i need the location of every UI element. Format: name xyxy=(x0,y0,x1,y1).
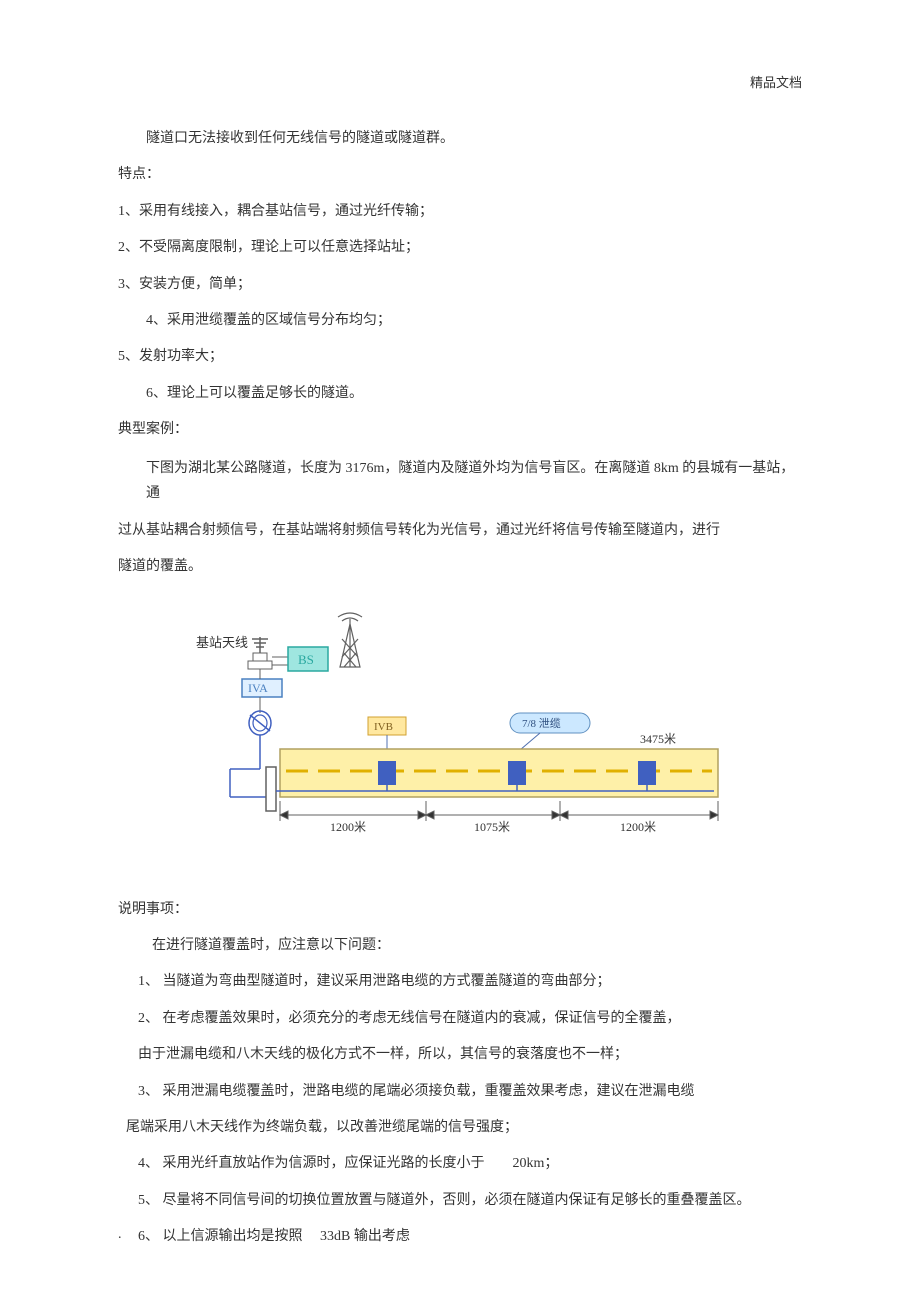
case-para: 过从基站耦合射频信号，在基站端将射频信号转化为光信号，通过光纤将信号传输至隧道内… xyxy=(118,520,802,542)
tunnel-length-label: 3475米 xyxy=(640,732,676,746)
ivb-label: IVB xyxy=(374,721,393,733)
notes-item: 由于泄漏电缆和八木天线的极化方式不一样，所以，其信号的衰落度也不一样； xyxy=(118,1044,802,1066)
cable-label: 7/8 泄缆 xyxy=(522,717,561,730)
features-item: 2、不受隔离度限制，理论上可以任意选择站址； xyxy=(118,237,802,259)
document-content: 隧道口无法接收到任何无线信号的隧道或隧道群。 特点： 1、采用有线接入，耦合基站… xyxy=(118,128,802,1263)
features-item: 3、安装方便，简单； xyxy=(118,274,802,296)
notes-heading: 说明事项： xyxy=(118,899,802,921)
notes-item: 4、 采用光纤直放站作为信源时，应保证光路的长度小于 20km； xyxy=(118,1153,802,1175)
case-para: 下图为湖北某公路隧道，长度为 3176m，隧道内及隧道外均为信号盲区。在离隧道 … xyxy=(118,456,802,506)
fiber-coil-icon xyxy=(249,711,271,735)
notes-item: 尾端采用八木天线作为终端负载，以改善泄缆尾端的信号强度； xyxy=(118,1117,802,1139)
features-item: 5、发射功率大； xyxy=(118,346,802,368)
case-heading: 典型案例： xyxy=(118,419,802,441)
tower-icon xyxy=(338,613,362,667)
case-para: 隧道的覆盖。 xyxy=(118,556,802,578)
bs-label: BS xyxy=(298,652,314,667)
features-heading: 特点： xyxy=(118,164,802,186)
footer-dot: . xyxy=(118,1227,122,1243)
segment-label: 1200米 xyxy=(330,820,366,834)
notes-item: 2、 在考虑覆盖效果时，必须充分的考虑无线信号在隧道内的衰减，保证信号的全覆盖， xyxy=(118,1008,802,1030)
tunnel-diagram: 基站天线 BS xyxy=(118,609,802,839)
segment-label: 1075米 xyxy=(474,820,510,834)
notes-item: 6、 以上信源输出均是按照 33dB 输出考虑 xyxy=(118,1226,802,1248)
iva-label: IVA xyxy=(248,681,268,695)
segment-label: 1200米 xyxy=(620,820,656,834)
features-item: 6、理论上可以覆盖足够长的隧道。 xyxy=(118,383,802,405)
header-label: 精品文档 xyxy=(750,72,802,91)
notes-item: 1、 当隧道为弯曲型隧道时，建议采用泄路电缆的方式覆盖隧道的弯曲部分； xyxy=(118,971,802,993)
notes-intro: 在进行隧道覆盖时，应注意以下问题： xyxy=(118,935,802,957)
intro-line: 隧道口无法接收到任何无线信号的隧道或隧道群。 xyxy=(118,128,802,150)
antenna-label-text: 基站天线 xyxy=(196,635,248,650)
features-item: 4、采用泄缆覆盖的区域信号分布均匀； xyxy=(118,310,802,332)
notes-item: 3、 采用泄漏电缆覆盖时，泄路电缆的尾端必须接负载，重覆盖效果考虑，建议在泄漏电… xyxy=(118,1081,802,1103)
dimension-lines xyxy=(280,801,718,821)
features-item: 1、采用有线接入，耦合基站信号，通过光纤传输； xyxy=(118,201,802,223)
notes-item: 5、 尽量将不同信号间的切换位置放置与隧道外，否则，必须在隧道内保证有足够长的重… xyxy=(118,1190,802,1212)
